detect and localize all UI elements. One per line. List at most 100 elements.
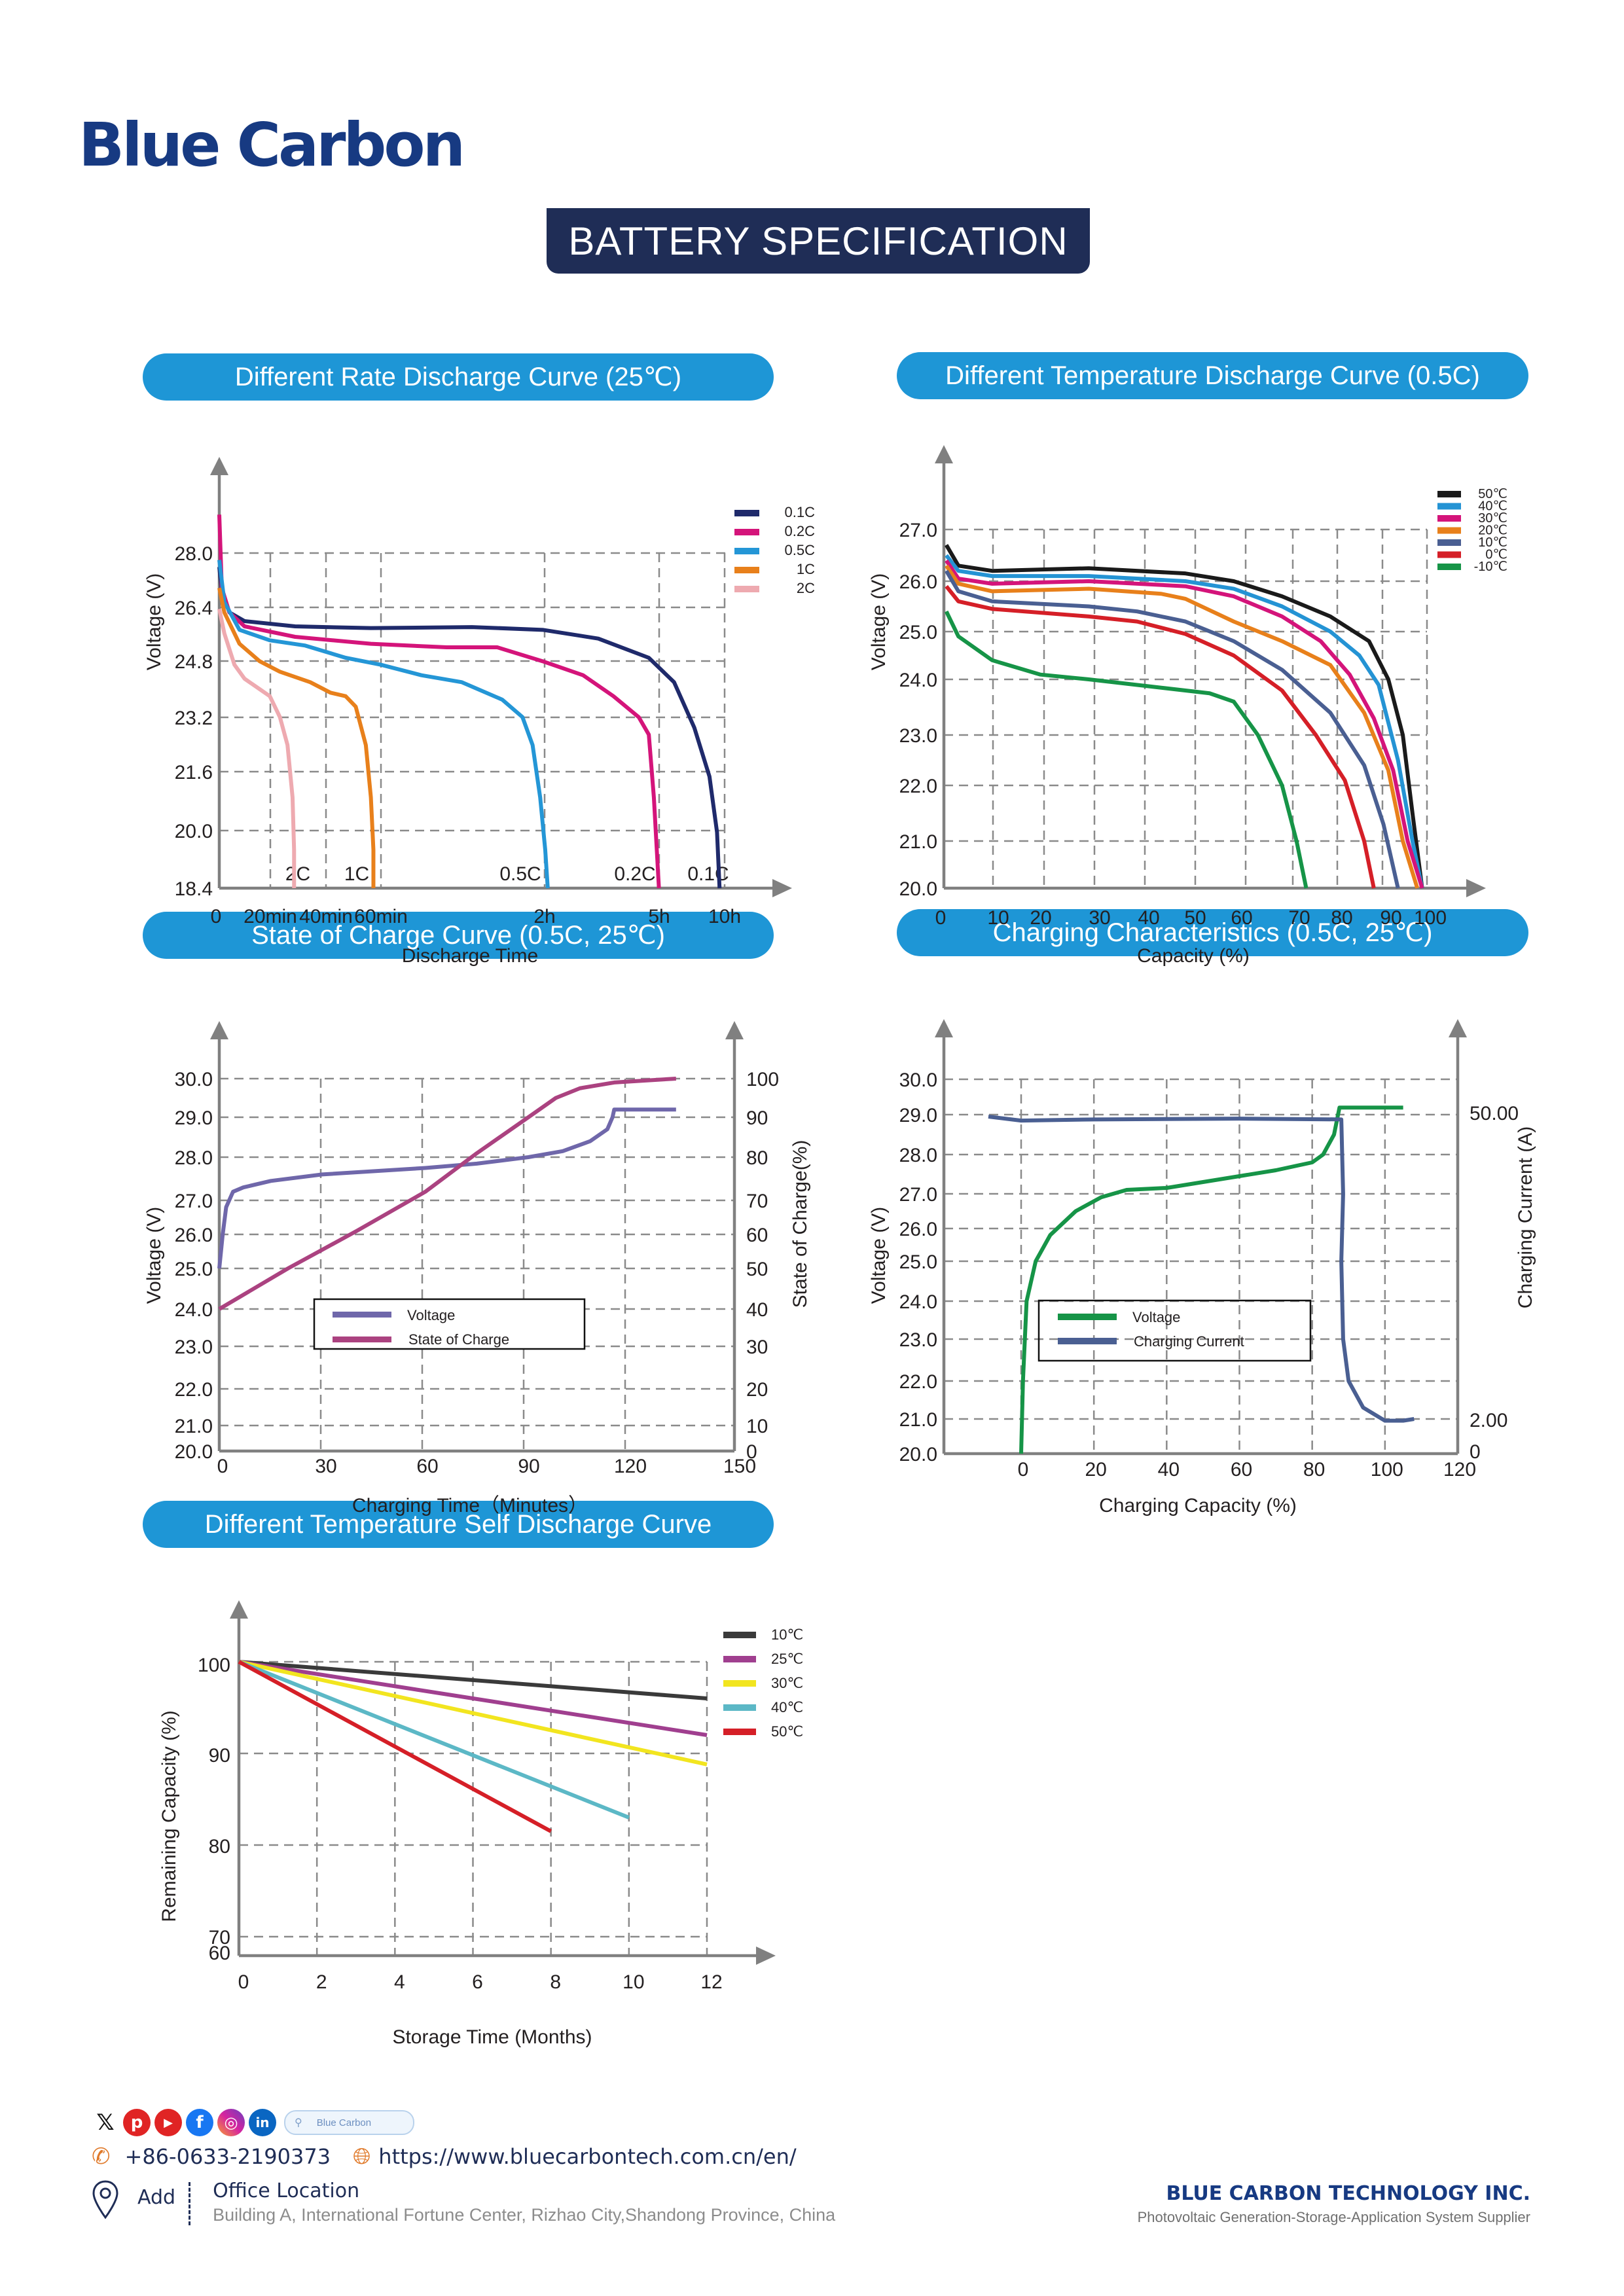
- location-pin-icon: [92, 2180, 118, 2219]
- x-tick-label: 20: [1085, 1459, 1106, 1480]
- y-tick-label: 27.0: [899, 520, 937, 541]
- y-tick-label: 24.0: [175, 1299, 213, 1321]
- curve-label: 0.5C: [499, 863, 541, 885]
- legend-swatch: [1058, 1314, 1117, 1320]
- y-tick-label: 20.0: [175, 821, 213, 842]
- x-tick-label: 40: [1158, 1459, 1180, 1480]
- x-tick-label: 0: [935, 907, 947, 929]
- x-icon[interactable]: 𝕏: [92, 2109, 119, 2136]
- chart-title-rate: Different Rate Discharge Curve (25℃): [143, 353, 774, 401]
- series-line: [238, 1660, 630, 1820]
- instagram-icon[interactable]: ◎: [217, 2109, 245, 2136]
- y2-tick-label: 80: [746, 1147, 768, 1169]
- x-axis-label: Storage Time (Months): [392, 2026, 592, 2048]
- x-tick-label: 2h: [533, 906, 555, 927]
- y-axis-arrow: [210, 457, 228, 475]
- legend-label: -10℃: [1474, 560, 1507, 574]
- series-line: [945, 559, 1424, 889]
- y2-tick-label: 90: [746, 1107, 768, 1129]
- address-text: Building A, International Fortune Center…: [213, 2205, 836, 2225]
- y2-tick-label: 50.00: [1470, 1103, 1519, 1124]
- y-tick-label: 28.0: [175, 543, 213, 565]
- y-tick-label: 100: [198, 1655, 230, 1676]
- curve-label: 0.2C: [614, 863, 655, 885]
- y-tick-label: 29.0: [175, 1107, 213, 1129]
- linkedin-icon[interactable]: in: [249, 2109, 276, 2136]
- search-text: Blue Carbon: [316, 2117, 372, 2128]
- x-tick-label: 40: [1138, 907, 1159, 929]
- series-line: [945, 584, 1376, 889]
- y2-axis-arrow: [725, 1021, 744, 1039]
- company-block: BLUE CARBON TECHNOLOGY INC. Photovoltaic…: [1138, 2182, 1530, 2226]
- legend-swatch: [723, 1680, 756, 1687]
- phone-icon: ✆: [92, 2144, 111, 2170]
- series-line: [238, 1660, 552, 1833]
- y-tick-label: 26.4: [175, 598, 213, 619]
- y2-tick-label: 50: [746, 1259, 768, 1280]
- legend-swatch: [1437, 564, 1461, 570]
- y-tick-label: 20.0: [899, 878, 937, 900]
- company-tagline: Photovoltaic Generation-Storage-Applicat…: [1137, 2209, 1530, 2225]
- legend-swatch: [723, 1632, 756, 1638]
- y2-tick-label: 30: [746, 1336, 768, 1358]
- y-tick-label: 23.2: [175, 708, 213, 729]
- search-box[interactable]: ⚲ Blue Carbon: [284, 2110, 414, 2135]
- legend-swatch: [1058, 1338, 1117, 1344]
- y-tick-label: 21.6: [175, 762, 213, 783]
- y-tick-label: 28.0: [175, 1147, 213, 1169]
- y2-tick-label: 40: [746, 1299, 768, 1321]
- y-axis-label: Remaining Capacity (%): [158, 1710, 180, 1922]
- legend-label: 50℃: [771, 1723, 803, 1740]
- legend-box: [1038, 1299, 1312, 1362]
- facebook-icon[interactable]: f: [186, 2109, 213, 2136]
- x-tick-label: 100: [1371, 1459, 1403, 1480]
- y-tick-label: 25.0: [899, 1251, 937, 1273]
- series-line: [238, 1660, 708, 1700]
- x-tick-label: 10: [623, 1971, 644, 1993]
- y-tick-label: 22.0: [899, 776, 937, 797]
- legend-swatch: [333, 1312, 391, 1318]
- legend-label: 50℃: [1478, 487, 1507, 501]
- x-tick-label: 80: [1331, 907, 1352, 929]
- contact-row: ✆ +86-0633-2190373 🌐︎ https://www.blueca…: [92, 2144, 797, 2170]
- curve-label: 0.1C: [687, 863, 729, 885]
- legend-swatch: [723, 1729, 756, 1735]
- legend-label: 25℃: [771, 1651, 803, 1667]
- x-tick-label: 150: [723, 1456, 756, 1477]
- legend-swatch: [1437, 551, 1461, 558]
- x-tick-label: 0: [1018, 1459, 1029, 1480]
- y-axis-arrow: [210, 1021, 228, 1039]
- x-tick-label: 10h: [708, 906, 741, 927]
- phone-number[interactable]: +86-0633-2190373: [124, 2144, 331, 2169]
- legend-label: 0℃: [1485, 548, 1507, 562]
- website-link[interactable]: https://www.bluecarbontech.com.cn/en/: [378, 2144, 797, 2169]
- y-tick-label: 18.4: [175, 878, 213, 900]
- x-tick-label: 20: [1030, 907, 1051, 929]
- x-tick-label: 60: [416, 1456, 438, 1477]
- curve-label: 2C: [285, 863, 310, 885]
- x-tick-label: 100: [1414, 907, 1447, 929]
- series-line: [1019, 1105, 1403, 1454]
- series-line: [238, 1660, 708, 1767]
- legend-label: 1C: [797, 561, 815, 577]
- legend-label: 30℃: [771, 1675, 803, 1691]
- legend-swatch: [734, 510, 759, 516]
- pinterest-icon[interactable]: p: [123, 2109, 151, 2136]
- x-tick-label: 5h: [648, 906, 670, 927]
- y-tick-label: 80: [209, 1836, 230, 1857]
- legend-swatch: [1437, 515, 1461, 522]
- globe-icon: 🌐︎: [353, 2144, 371, 2170]
- x-axis-label: Discharge Time: [402, 945, 538, 967]
- chart-title-soc: State of Charge Curve (0.5C, 25℃): [143, 912, 774, 959]
- x-tick-label: 90: [1380, 907, 1401, 929]
- y2-tick-label: 70: [746, 1191, 768, 1212]
- legend-label: 20℃: [1478, 524, 1507, 538]
- curve-label: 1C: [344, 863, 369, 885]
- x-tick-label: 0: [211, 906, 222, 927]
- legend-label: 10℃: [1478, 535, 1507, 550]
- y2-tick-label: 0: [746, 1441, 757, 1463]
- y-tick-label: 26.0: [175, 1225, 213, 1246]
- youtube-icon[interactable]: ▶: [154, 2109, 182, 2136]
- series-line: [945, 564, 1420, 889]
- chart-title-temp: Different Temperature Discharge Curve (0…: [897, 352, 1528, 399]
